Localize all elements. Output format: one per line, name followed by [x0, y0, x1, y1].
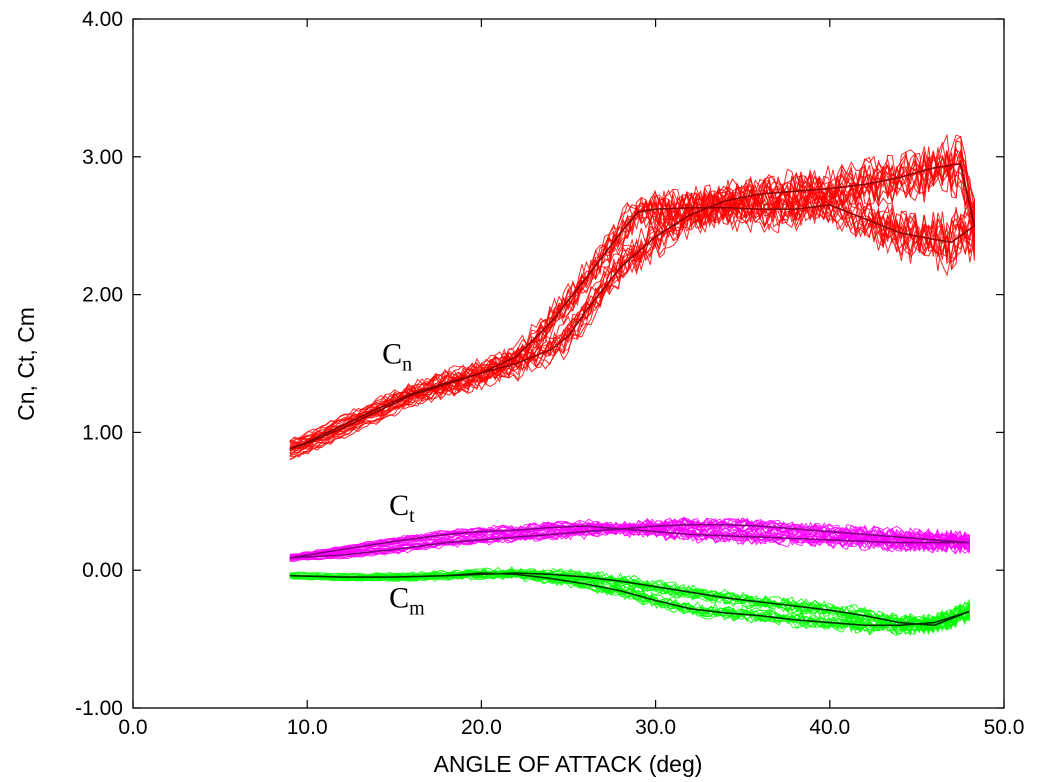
x-tick-label: 30.0	[635, 716, 676, 739]
x-axis-title: ANGLE OF ATTACK (deg)	[434, 751, 703, 777]
x-tick-label: 40.0	[809, 716, 850, 739]
series-cn	[289, 134, 976, 461]
series-cn-cycle-trace	[289, 149, 975, 448]
y-tick-label: 0.00	[82, 559, 123, 582]
y-tick-label: 3.00	[82, 146, 123, 169]
ticks-layer: 0.0 10.0 20.0 30.0 40.0 50.0 -1.00 0.00 1.00 2.00…	[75, 8, 1024, 739]
series-cm-mean-line	[289, 572, 970, 627]
series-ct-mean-line	[289, 523, 970, 559]
x-tick-label: 0.0	[118, 716, 147, 739]
series-ct	[289, 516, 970, 563]
y-tick-label: 2.00	[82, 284, 123, 307]
series-cm	[289, 566, 970, 637]
y-axis-title: Cn, Ct, Cm	[13, 307, 39, 421]
series-cn-mean-line	[289, 162, 976, 450]
x-tick-label: 10.0	[287, 716, 328, 739]
data-layer	[289, 134, 976, 637]
series-ct-cycle-trace	[289, 520, 970, 562]
y-tick-label: 1.00	[82, 421, 123, 444]
curve-label-cn: Cn	[382, 338, 412, 376]
plot-frame	[132, 18, 1005, 709]
x-tick-label: 50.0	[984, 716, 1025, 739]
y-tick-label: -1.00	[75, 697, 123, 720]
y-tick-label: 4.00	[82, 8, 123, 31]
x-tick-label: 20.0	[461, 716, 502, 739]
